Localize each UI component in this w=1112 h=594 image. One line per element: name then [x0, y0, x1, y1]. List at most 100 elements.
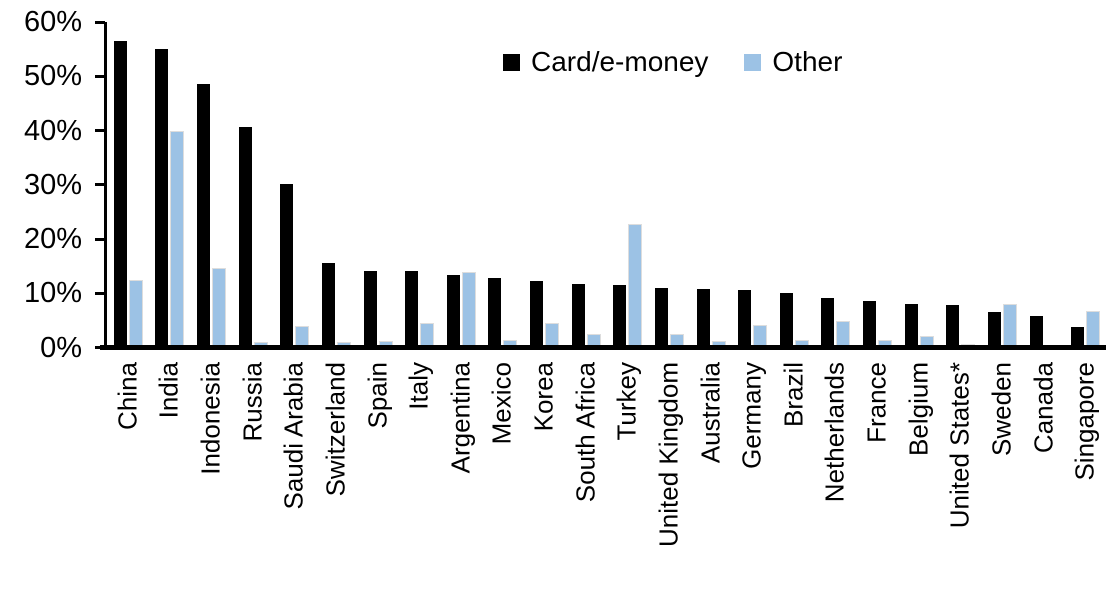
x-label-cell-italy: Italy: [398, 362, 440, 592]
y-axis-line: [104, 22, 107, 350]
bar-card_e_money-italy: [405, 271, 419, 347]
x-label-cell-south-africa: South Africa: [565, 362, 607, 592]
x-axis-label-india: India: [153, 362, 184, 419]
y-tick-mark-60: [95, 20, 105, 24]
bar-group-saudi-arabia: [274, 0, 316, 347]
x-axis-label-russia: Russia: [237, 362, 268, 442]
bar-group-argentina: [440, 0, 482, 347]
bar-card_e_money-korea: [530, 281, 544, 347]
bar-other-south-africa: [587, 335, 600, 347]
legend-label-other: Other: [772, 46, 843, 77]
x-label-cell-argentina: Argentina: [440, 362, 482, 592]
bar-card_e_money-united-kingdom: [654, 288, 668, 347]
bar-other-saudi-arabia: [296, 327, 309, 347]
x-label-cell-germany: Germany: [731, 362, 773, 592]
x-axis-label-united-states: United States*: [944, 362, 975, 529]
x-axis-label-canada: Canada: [1028, 362, 1059, 454]
x-axis-label-netherlands: Netherlands: [819, 362, 850, 503]
x-axis-label-china: China: [112, 362, 143, 430]
bar-other-argentina: [462, 272, 475, 347]
bar-other-korea: [546, 323, 559, 347]
y-tick-mark-30: [95, 183, 105, 187]
x-label-cell-mexico: Mexico: [482, 362, 524, 592]
bar-other-netherlands: [837, 321, 850, 347]
bar-card_e_money-singapore: [1071, 326, 1085, 347]
x-label-cell-indonesia: Indonesia: [190, 362, 232, 592]
y-tick-mark-50: [95, 74, 105, 78]
x-axis-label-france: France: [861, 362, 892, 443]
x-label-cell-singapore: Singapore: [1064, 362, 1106, 592]
x-label-cell-brazil: Brazil: [773, 362, 815, 592]
bar-group-korea: [523, 0, 565, 347]
bar-card_e_money-turkey: [613, 284, 627, 347]
y-tick-mark-40: [95, 129, 105, 132]
bar-card_e_money-china: [113, 40, 127, 347]
x-axis-label-singapore: Singapore: [1069, 362, 1100, 481]
bar-other-india: [171, 131, 184, 347]
bar-other-singapore: [1087, 312, 1100, 347]
bar-group-spain: [357, 0, 399, 347]
bar-group-canada: [1023, 0, 1065, 347]
bar-card_e_money-saudi-arabia: [280, 184, 294, 347]
bar-card_e_money-sweden: [987, 312, 1001, 347]
x-axis-label-south-africa: South Africa: [570, 362, 601, 503]
y-tick-mark-20: [95, 237, 105, 241]
bar-other-turkey: [629, 224, 642, 347]
x-axis-label-argentina: Argentina: [445, 362, 476, 474]
y-tick-mark-10: [95, 291, 105, 295]
y-tick-label-10: 10%: [23, 277, 82, 310]
bar-group-indonesia: [190, 0, 232, 347]
bar-other-united-kingdom: [670, 335, 683, 347]
x-label-cell-saudi-arabia: Saudi Arabia: [274, 362, 316, 592]
x-label-cell-turkey: Turkey: [607, 362, 649, 592]
bar-group-brazil: [773, 0, 815, 347]
y-tick-label-50: 50%: [23, 60, 82, 93]
bar-other-germany: [754, 325, 767, 347]
x-axis-label-indonesia: Indonesia: [195, 362, 226, 475]
bar-card_e_money-united-states: [946, 305, 960, 347]
bar-card_e_money-switzerland: [321, 262, 335, 347]
bar-other-mexico: [504, 340, 517, 347]
bar-group-india: [149, 0, 191, 347]
bar-group-germany: [731, 0, 773, 347]
bar-other-china: [129, 281, 142, 347]
bar-group-switzerland: [315, 0, 357, 347]
bar-other-belgium: [920, 336, 933, 347]
bar-other-italy: [421, 323, 434, 347]
x-label-cell-australia: Australia: [690, 362, 732, 592]
x-label-cell-china: China: [107, 362, 149, 592]
x-axis-label-sweden: Sweden: [986, 362, 1017, 456]
bar-card_e_money-netherlands: [821, 297, 835, 347]
bar-other-sweden: [1003, 304, 1016, 347]
bar-other-australia: [712, 341, 725, 347]
bar-group-netherlands: [815, 0, 857, 347]
bar-group-italy: [398, 0, 440, 347]
bar-group-sweden: [981, 0, 1023, 347]
y-tick-label-40: 40%: [23, 114, 82, 147]
bar-card_e_money-indonesia: [197, 83, 211, 347]
legend-swatch-card-e-money: [503, 53, 520, 71]
bar-group-united-kingdom: [648, 0, 690, 347]
x-label-cell-india: India: [149, 362, 191, 592]
legend: Card/e-money Other: [503, 47, 842, 77]
bar-group-russia: [232, 0, 274, 347]
bar-group-china: [107, 0, 149, 347]
x-axis-label-turkey: Turkey: [611, 362, 642, 441]
plot-area: [107, 0, 1106, 347]
x-axis-label-italy: Italy: [403, 362, 434, 410]
y-tick-label-30: 30%: [23, 168, 82, 201]
bar-card_e_money-mexico: [488, 277, 502, 347]
bar-card_e_money-france: [863, 301, 877, 347]
x-label-cell-korea: Korea: [523, 362, 565, 592]
x-axis-label-brazil: Brazil: [778, 362, 809, 428]
bar-other-indonesia: [213, 268, 226, 347]
x-axis-label-mexico: Mexico: [486, 362, 517, 445]
legend-label-card-e-money: Card/e-money: [531, 46, 709, 77]
y-tick-label-60: 60%: [23, 6, 82, 38]
bar-group-france: [856, 0, 898, 347]
legend-item-other: Other: [744, 47, 842, 77]
x-axis-label-united-kingdom: United Kingdom: [653, 362, 684, 547]
bar-other-russia: [254, 342, 267, 347]
bar-group-united-states: [940, 0, 982, 347]
